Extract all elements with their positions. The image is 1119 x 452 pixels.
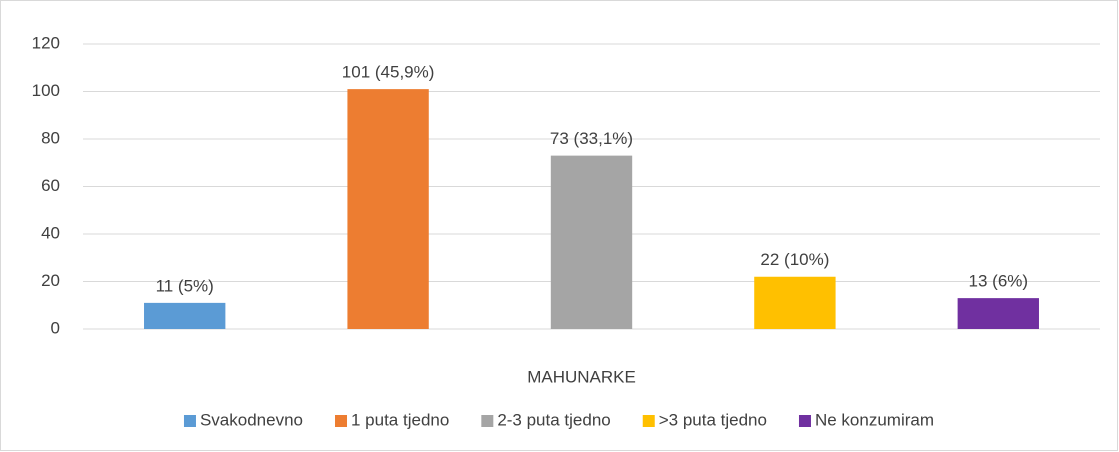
data-label: 73 (33,1%) bbox=[550, 129, 633, 148]
data-label: 13 (6%) bbox=[969, 272, 1029, 291]
legend-label: >3 puta tjedno bbox=[659, 410, 767, 429]
legend-label: Svakodnevno bbox=[200, 410, 303, 429]
legend-label: 1 puta tjedno bbox=[351, 410, 449, 429]
bar bbox=[550, 155, 633, 329]
y-tick-label: 0 bbox=[51, 318, 60, 337]
legend-swatch bbox=[798, 415, 811, 427]
legend-label: Ne konzumiram bbox=[815, 410, 934, 429]
y-tick-label: 40 bbox=[41, 223, 60, 242]
x-tick-label: MAHUNARKE bbox=[527, 367, 636, 386]
legend-swatch bbox=[335, 415, 348, 427]
bar bbox=[347, 89, 429, 329]
y-tick-label: 100 bbox=[32, 81, 60, 100]
y-tick-label: 20 bbox=[41, 271, 60, 290]
data-label: 101 (45,9%) bbox=[342, 63, 435, 82]
bar bbox=[144, 302, 226, 329]
legend-swatch bbox=[642, 415, 655, 427]
legend-swatch bbox=[183, 415, 196, 427]
bar bbox=[957, 298, 1039, 329]
y-tick-label: 60 bbox=[41, 176, 60, 195]
y-tick-label: 120 bbox=[32, 33, 60, 52]
data-label: 11 (5%) bbox=[156, 276, 214, 295]
legend-swatch bbox=[481, 415, 494, 427]
legend-label: 2-3 puta tjedno bbox=[497, 410, 610, 429]
data-label: 22 (10%) bbox=[760, 250, 829, 269]
bar bbox=[754, 276, 836, 329]
y-tick-label: 80 bbox=[41, 128, 60, 147]
